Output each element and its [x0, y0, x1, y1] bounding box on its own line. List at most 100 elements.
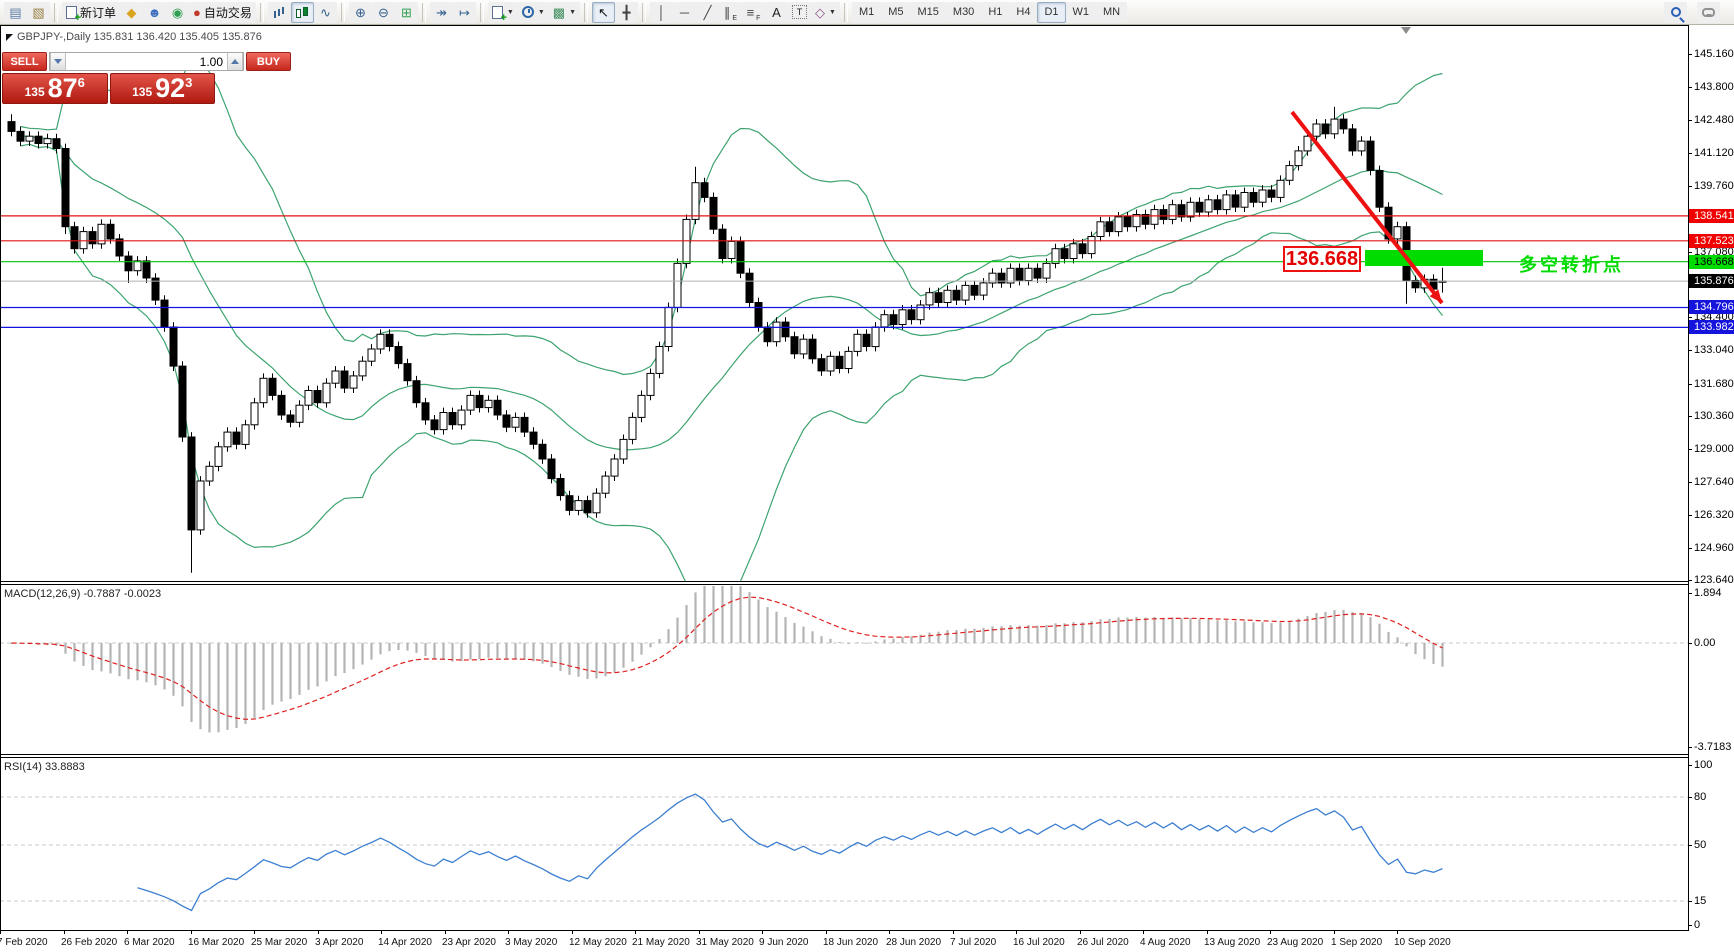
axis-tick-mark — [64, 931, 65, 934]
chevron-down-icon — [54, 59, 62, 64]
timeframe-m1-button[interactable]: M1 — [851, 1, 882, 23]
volume-increase-button[interactable] — [227, 53, 243, 70]
buy-price-panel[interactable]: 135 92 3 — [109, 73, 215, 104]
auto-scroll-icon: ↠ — [435, 4, 447, 20]
price-axis-label: 143.800 — [1694, 81, 1734, 93]
price-axis[interactable]: 145.160 143.800 142.480 141.120 139.760 137.0… — [1688, 25, 1734, 931]
price-axis-label: 124.960 — [1694, 542, 1734, 554]
periods-icon — [521, 6, 534, 18]
price-axis-label: 129.000 — [1694, 443, 1734, 455]
tile-windows-button[interactable]: ⊞ — [394, 1, 418, 23]
timeframe-h1-button[interactable]: H1 — [981, 1, 1010, 23]
sell-price-big: 87 — [47, 73, 78, 103]
volume-input[interactable] — [66, 53, 227, 70]
axis-tick-mark — [508, 931, 509, 934]
timeframe-w1-button[interactable]: W1 — [1065, 1, 1096, 23]
line-chart-button[interactable]: ∿ — [313, 1, 337, 23]
chart-corner-icon — [6, 33, 13, 41]
sell-price-panel[interactable]: 135 87 6 — [2, 73, 108, 104]
new-chart-button[interactable]: ▼ — [487, 1, 518, 24]
volume-decrease-button[interactable] — [50, 53, 66, 70]
candlestick-button[interactable] — [290, 1, 314, 23]
axis-tick-mark — [826, 931, 827, 934]
profiles-button[interactable]: ▧ — [27, 1, 50, 23]
text-label-button[interactable]: T — [788, 1, 811, 23]
rsi-panel-canvas[interactable] — [0, 757, 1688, 930]
toolbar-separator — [421, 2, 426, 22]
axis-tick-mark — [1688, 925, 1692, 926]
horizontal-levels[interactable] — [0, 215, 1688, 328]
price-axis-label: 123.640 — [1694, 574, 1734, 586]
buy-button[interactable]: BUY — [246, 52, 291, 71]
candles — [7, 106, 1447, 573]
horizontal-line-button[interactable]: ─ — [673, 1, 696, 23]
arrows-button[interactable]: ◇ ▼ — [811, 1, 840, 23]
vertical-line-button[interactable]: │ — [650, 1, 673, 23]
search-button[interactable] — [1664, 1, 1687, 23]
timeframe-m5-button[interactable]: M5 — [881, 1, 911, 23]
crosshair-button[interactable]: ╋ — [615, 1, 638, 23]
axis-tick-mark — [699, 931, 700, 934]
experts-button[interactable]: ☻ — [143, 1, 167, 23]
timeframe-h4-button[interactable]: H4 — [1009, 1, 1038, 23]
text-button[interactable]: A — [765, 1, 788, 23]
axis-tick-mark — [1688, 120, 1692, 121]
wizard-button[interactable]: ◆ — [120, 1, 144, 23]
sell-button[interactable]: SELL — [2, 52, 47, 71]
axis-tick-mark — [1397, 931, 1398, 934]
axis-tick-mark — [953, 931, 954, 934]
charts-list-button[interactable]: ▤ — [4, 1, 27, 23]
axis-tick-mark — [254, 931, 255, 934]
autotrading-button[interactable]: ● 自动交易 — [189, 1, 256, 23]
new-order-button[interactable]: 新订单 — [62, 1, 121, 24]
chart-shift-button[interactable]: ↦ — [452, 1, 476, 23]
trendline-button[interactable]: ╱ — [696, 1, 719, 23]
search-icon — [1670, 7, 1681, 17]
toolbar-separator — [843, 2, 848, 22]
signals-button[interactable]: ◉ — [166, 1, 190, 23]
time-axis[interactable]: 7 Feb 2020 26 Feb 2020 6 Mar 2020 16 Mar 20… — [0, 931, 1689, 952]
timeframe-d1-button[interactable]: D1 — [1037, 1, 1066, 23]
rsi-axis-label: 80 — [1694, 791, 1707, 803]
macd-axis-label: -3.7183 — [1694, 741, 1732, 753]
shift-marker-icon[interactable] — [1401, 27, 1411, 34]
level-price-badge: 138.541 — [1689, 209, 1734, 223]
timeframe-mn-button[interactable]: MN — [1096, 1, 1128, 23]
axis-tick-mark — [318, 931, 319, 934]
buy-price-big: 92 — [155, 73, 186, 103]
templates-button[interactable]: ▩ ▼ — [548, 1, 580, 23]
channel-icon: ∥ — [723, 4, 731, 20]
toolbar-separator — [259, 2, 264, 22]
one-click-trading-panel: SELL BUY 135 87 6 135 92 3 — [2, 52, 291, 104]
bar-chart-button[interactable] — [267, 1, 291, 23]
rsi-axis-label: 0 — [1694, 919, 1701, 931]
zoom-in-button[interactable]: ⊕ — [348, 1, 372, 23]
macd-panel-canvas[interactable] — [0, 584, 1688, 754]
annotation-objects[interactable] — [1290, 110, 1483, 305]
cursor-button[interactable]: ↖ — [592, 1, 615, 23]
price-chart-canvas[interactable] — [0, 25, 1688, 581]
timeframe-m15-button[interactable]: M15 — [910, 1, 946, 23]
turning-point-note[interactable]: 多空转折点 — [1519, 255, 1624, 275]
horizontal-line-icon: ─ — [679, 4, 690, 20]
timeframe-m30-button[interactable]: M30 — [945, 1, 982, 23]
price-callout-label[interactable]: 136.668 — [1283, 246, 1361, 272]
auto-scroll-button[interactable]: ↠ — [429, 1, 453, 23]
axis-tick-mark — [1688, 901, 1692, 902]
date-label: 3 Apr 2020 — [315, 937, 364, 948]
axis-tick-mark — [1016, 931, 1017, 934]
periods-button[interactable]: ▼ — [517, 1, 549, 23]
date-label: 9 Jun 2020 — [759, 937, 809, 948]
chart-window[interactable]: GBPJPY-,Daily 135.831 136.420 135.405 13… — [0, 25, 1734, 952]
fibonacci-button[interactable]: ≡ F — [742, 1, 765, 23]
wizard-icon: ◆ — [126, 4, 137, 20]
panel-border[interactable] — [0, 754, 1689, 755]
zoom-out-button[interactable]: ⊖ — [371, 1, 395, 23]
date-label: 13 Aug 2020 — [1204, 937, 1261, 948]
channel-button[interactable]: ∥ E — [719, 1, 742, 23]
autotrading-icon: ● — [193, 4, 201, 20]
axis-tick-mark — [1688, 384, 1692, 385]
main-toolbar: ▤▧新订单◆☻◉●自动交易∿⊕⊖⊞↠↦▼▼▩▼↖╋│─╱∥E≡FAT◇▼M1M5… — [0, 0, 1734, 25]
chat-button[interactable] — [1697, 1, 1720, 23]
panel-border[interactable] — [0, 581, 1689, 582]
